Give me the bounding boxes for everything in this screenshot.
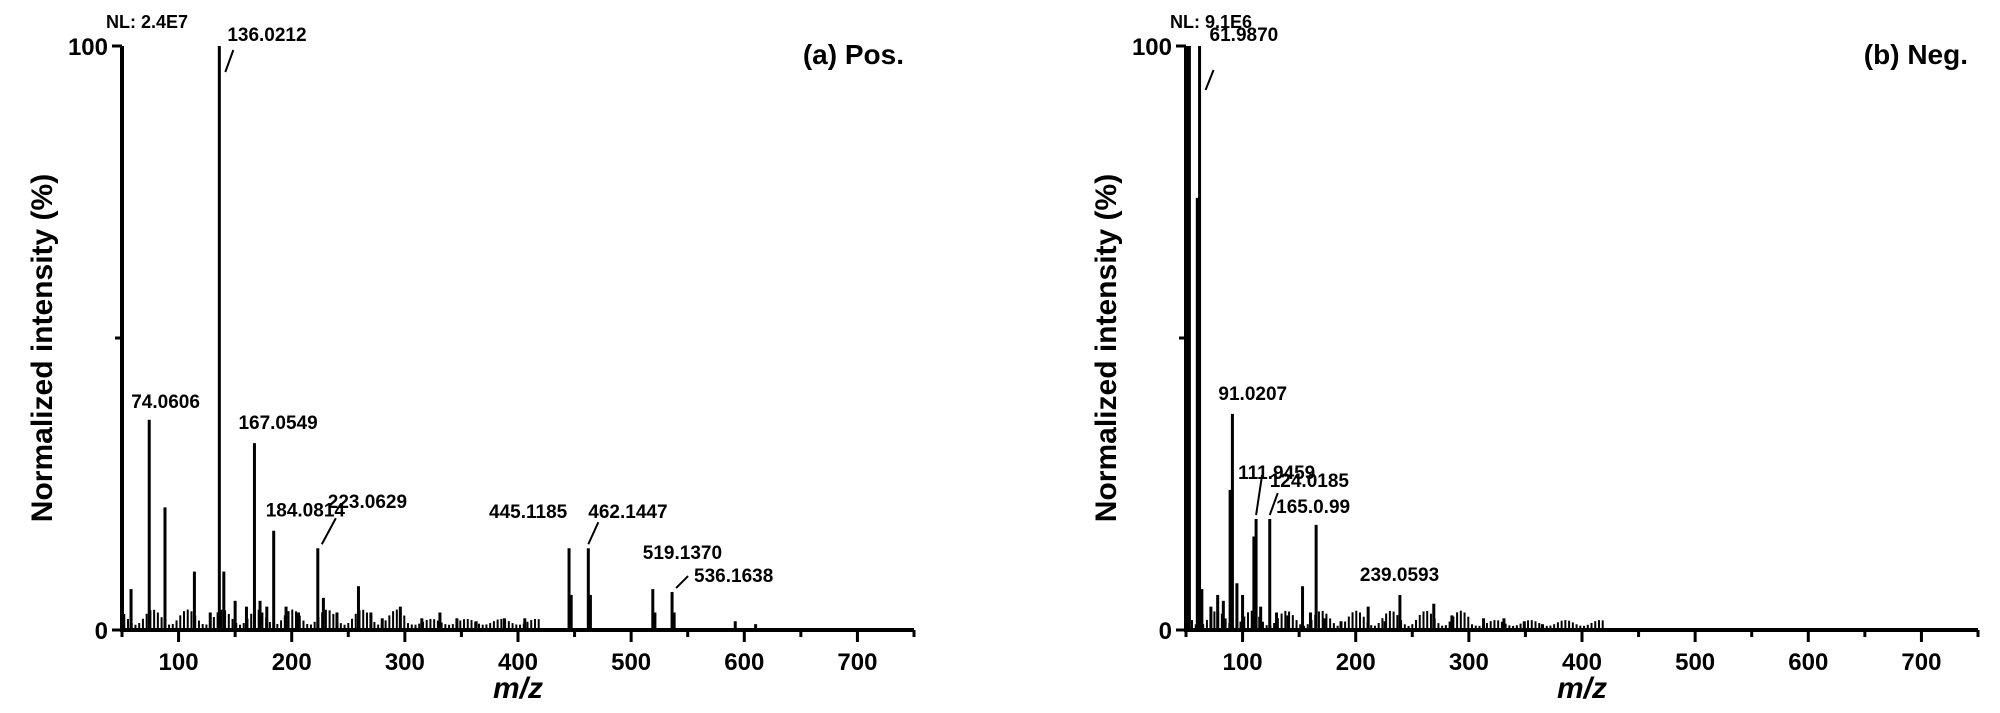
- x-tick-label: 400: [1562, 649, 1602, 676]
- peak-leader-line: [1255, 474, 1264, 516]
- x-tick-label: 100: [1223, 649, 1263, 676]
- y-tick-label: 0: [95, 618, 108, 645]
- x-tick-label: 300: [1449, 649, 1489, 676]
- peak-label: 124.0185: [1270, 471, 1350, 492]
- peak-label: 462.1447: [588, 502, 667, 523]
- normalization-level-label: NL: 2.4E7: [106, 12, 188, 32]
- peak-leader-line: [675, 575, 689, 589]
- y-tick-label: 100: [68, 34, 108, 61]
- peak-leader-line: [1204, 69, 1215, 91]
- peak-label: 519.1370: [643, 543, 722, 564]
- peak-leader-line: [224, 49, 235, 73]
- peak-label: 536.1638: [694, 566, 773, 587]
- y-tick-label: 0: [1159, 618, 1172, 645]
- peak-label: 184.0814: [266, 501, 346, 522]
- peak-leader-line: [320, 517, 337, 545]
- peak-leader-line: [587, 521, 600, 545]
- x-tick-label: 200: [272, 649, 312, 676]
- x-tick-label: 600: [1788, 649, 1828, 676]
- peak-leader-line: [1268, 492, 1279, 516]
- peak-label: 111.9459: [1238, 463, 1315, 484]
- x-axis-title: m/z: [493, 672, 543, 705]
- peak-label: 74.0606: [131, 392, 200, 413]
- x-axis-title: m/z: [1557, 672, 1607, 705]
- x-tick-label: 200: [1336, 649, 1376, 676]
- y-axis-title: Normalized intensity (%): [26, 174, 59, 522]
- y-axis-title: Normalized intensity (%): [1090, 174, 1123, 522]
- peak-label: 61.9870: [1210, 25, 1279, 46]
- x-tick-label: 700: [837, 649, 877, 676]
- normalization-level-label: NL: 9.1E6: [1170, 12, 1252, 32]
- x-tick-label: 100: [159, 649, 199, 676]
- x-tick-label: 300: [385, 649, 425, 676]
- x-tick-label: 500: [611, 649, 651, 676]
- panel-title: (b) Neg.: [1864, 39, 1968, 70]
- x-tick-label: 700: [1901, 649, 1941, 676]
- x-tick-label: 500: [1675, 649, 1715, 676]
- peak-label: 165.0.99: [1276, 497, 1350, 518]
- peak-label: 91.0207: [1218, 384, 1287, 405]
- x-tick-label: 600: [724, 649, 764, 676]
- noise-floor: [1187, 610, 1604, 630]
- peak-label: 239.0593: [1360, 565, 1439, 586]
- y-tick-label: 100: [1132, 34, 1172, 61]
- peak-label: 223.0629: [328, 492, 407, 513]
- panel-title: (a) Pos.: [803, 39, 904, 70]
- peak-label: 136.0212: [227, 25, 306, 46]
- peak-label: 167.0549: [238, 413, 317, 434]
- peak-label: 445.1185: [489, 502, 568, 523]
- x-tick-label: 400: [498, 649, 538, 676]
